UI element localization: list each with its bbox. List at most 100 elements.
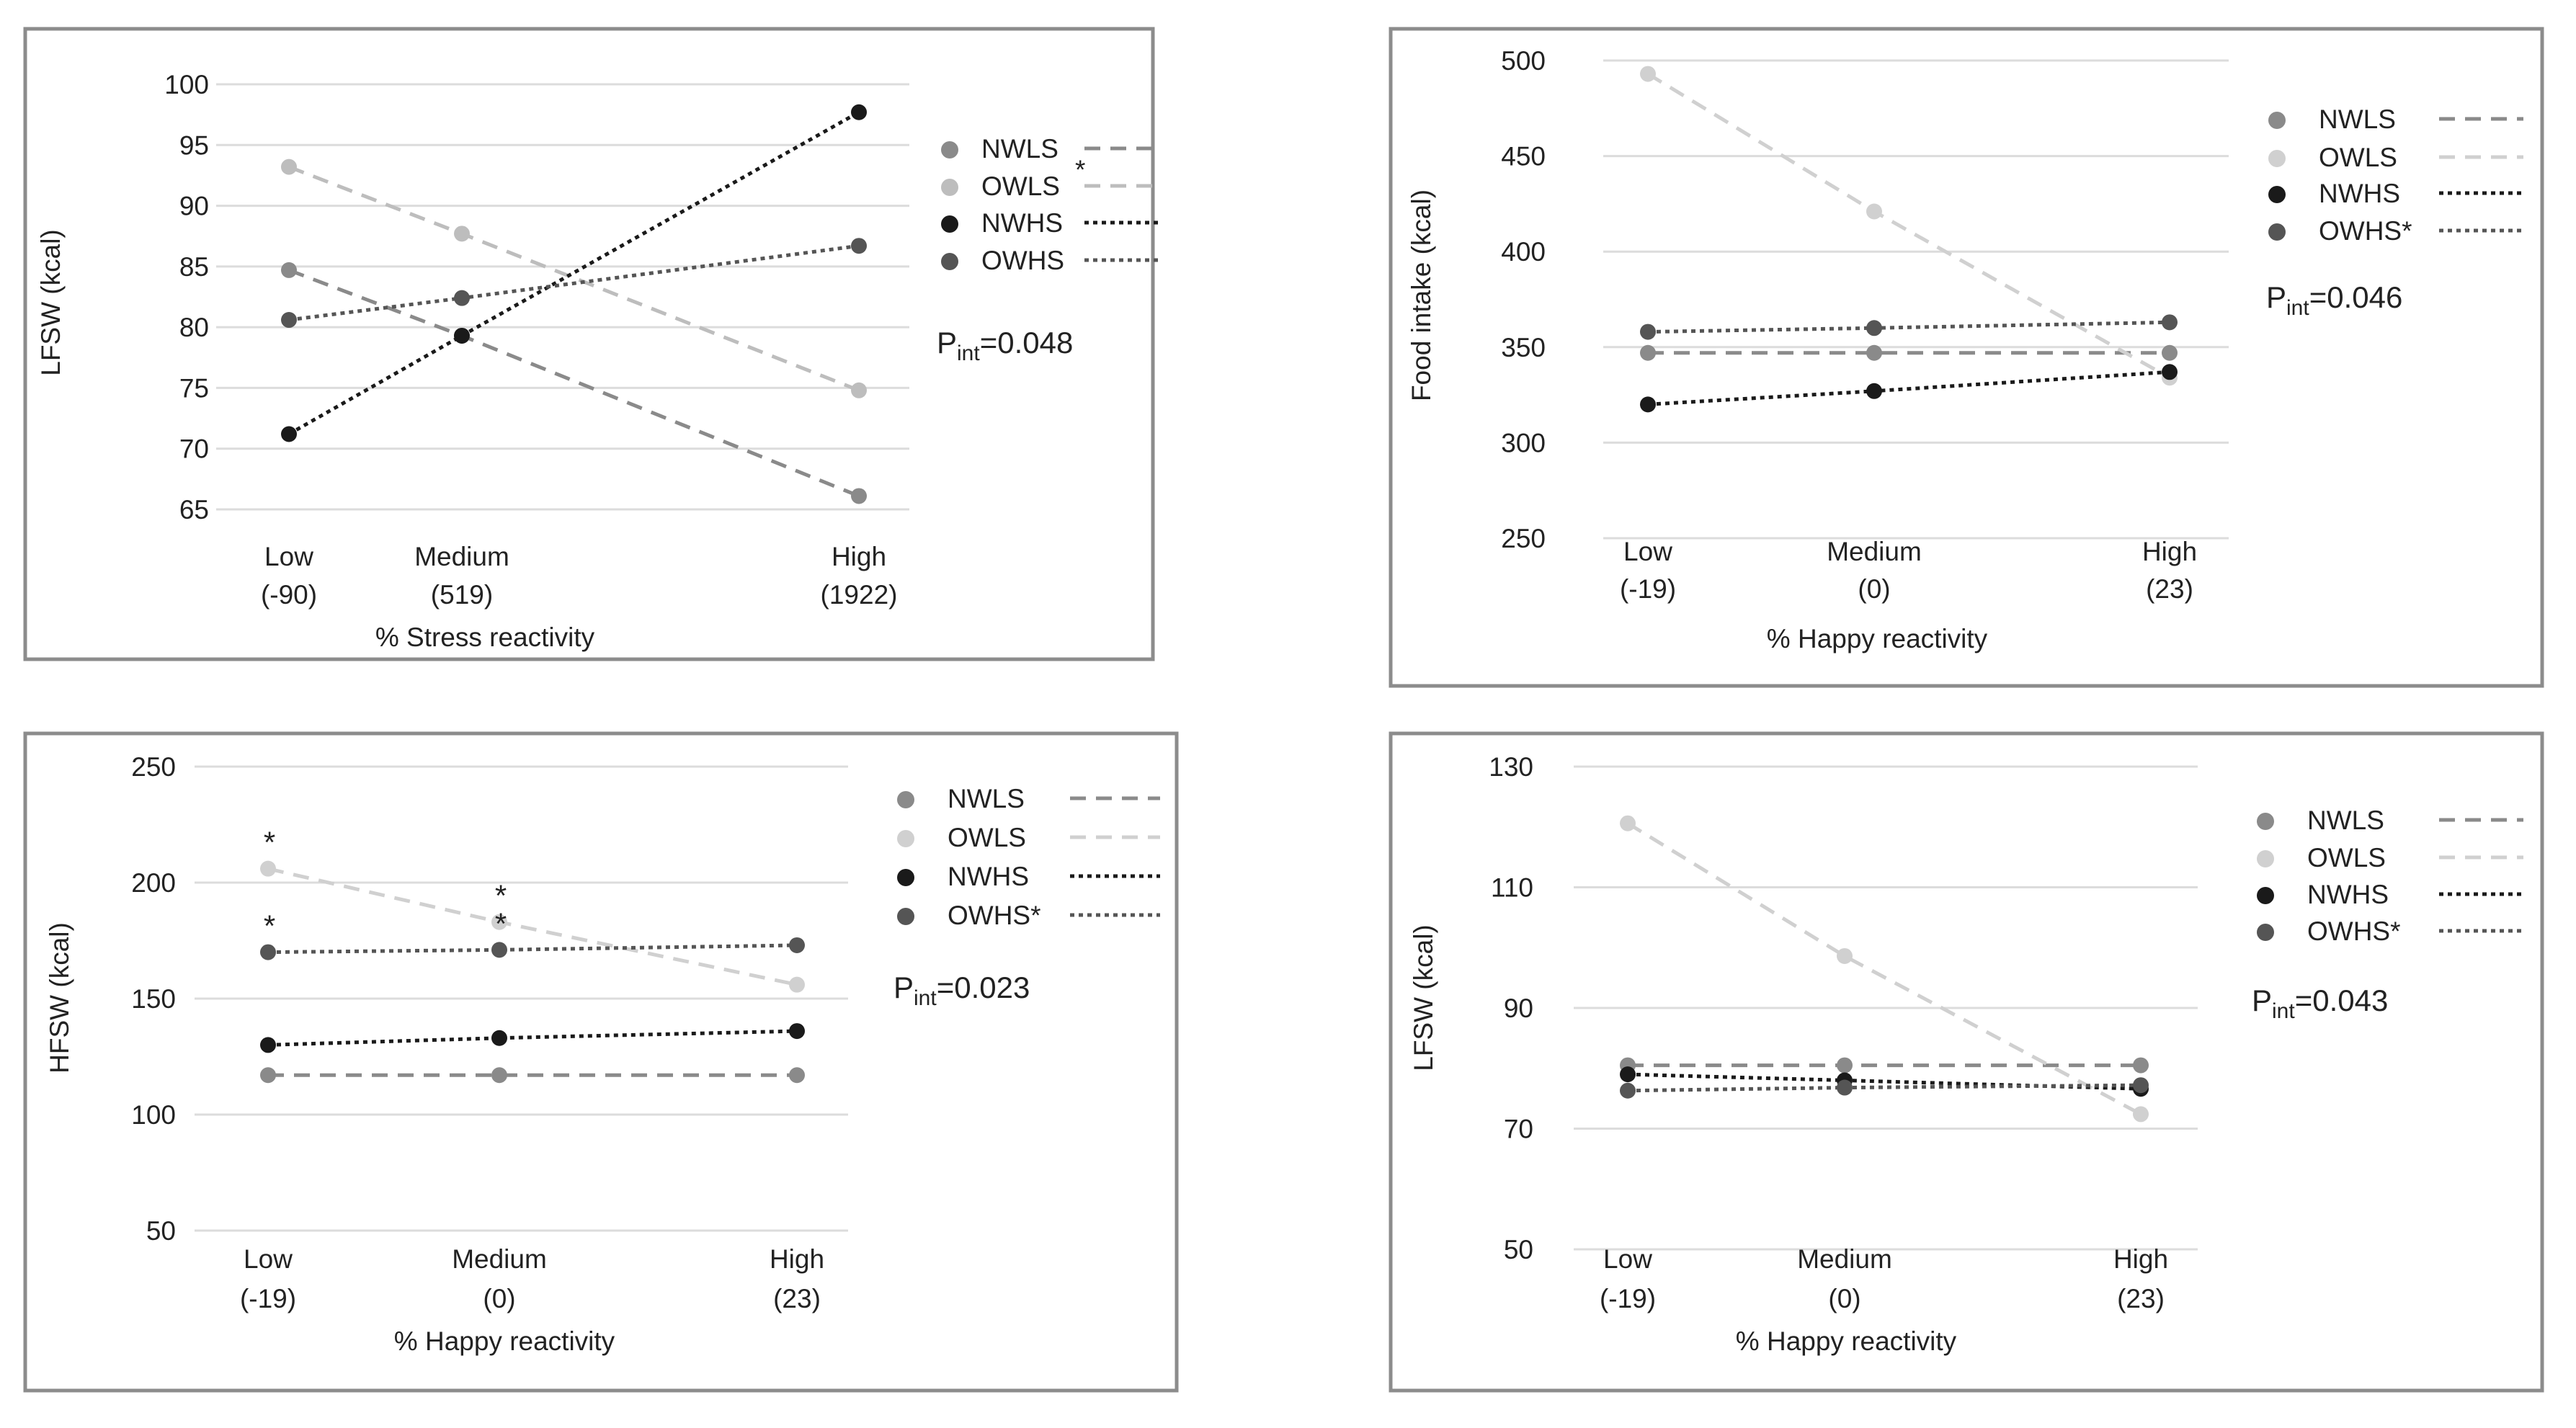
series-nwls <box>1640 344 2178 361</box>
x-tick-value: (0) <box>483 1284 515 1313</box>
y-tick-label: 65 <box>179 495 209 525</box>
data-point <box>281 426 297 442</box>
x-axis: Low (-19) Medium (0) High (23) <box>1620 537 2197 604</box>
legend-marker <box>897 869 914 886</box>
legend-marker <box>2268 150 2286 167</box>
y-axis-title: LFSW (kcal) <box>1409 924 1438 1071</box>
p-interaction: Pint=0.046 <box>2266 280 2402 320</box>
y-axis: 500 450 400 350 300 250 <box>1501 46 1546 553</box>
x-tick-label: High <box>2113 1244 2168 1274</box>
significance-marker: * <box>495 906 507 940</box>
chart-panel-2: 500 450 400 350 300 250 Food intake (kcal) Low (… <box>1389 27 2544 688</box>
legend-label: OWHS <box>981 246 1064 275</box>
legend-label: NWHS <box>981 208 1063 238</box>
panel-frame <box>1389 731 2544 1393</box>
data-point <box>851 104 867 120</box>
series-owls <box>260 860 805 993</box>
data-point <box>789 937 805 953</box>
series-owhs <box>1620 1077 2149 1099</box>
chart-panel-1: 100 95 90 85 80 75 70 65 LFSW (kcal) Low (-90) Medi… <box>23 27 1162 661</box>
data-point <box>1866 320 1882 336</box>
y-axis-title: HFSW (kcal) <box>45 922 74 1074</box>
legend-marker <box>897 791 914 808</box>
gridlines <box>1603 59 2229 540</box>
legend-label: NWHS <box>2307 880 2389 909</box>
series-line <box>1647 370 2170 406</box>
series-nwhs <box>1640 364 2178 413</box>
series-line <box>288 110 860 436</box>
y-axis-title: LFSW (kcal) <box>36 229 66 376</box>
legend-marker <box>2268 112 2286 129</box>
x-tick-label: High <box>770 1244 824 1274</box>
x-tick-label: Low <box>264 542 313 571</box>
legend-label: NWLS <box>2319 104 2396 134</box>
data-point <box>1620 1066 1636 1083</box>
x-tick-label: Low <box>1623 537 1672 566</box>
significance-marker: * <box>264 909 275 943</box>
legend-marker <box>941 141 958 159</box>
y-axis-title: Food intake (kcal) <box>1407 189 1436 401</box>
data-point <box>1866 203 1882 220</box>
data-point <box>454 290 470 306</box>
x-axis: Low (-90) Medium (519) High (1922) <box>261 542 898 610</box>
series-line <box>267 867 798 987</box>
legend-label: NWLS <box>981 134 1059 164</box>
data-point <box>491 914 507 930</box>
series-owls <box>1620 815 2149 1123</box>
series-line <box>267 1029 798 1047</box>
legend-marker <box>897 908 914 925</box>
series-line <box>1647 320 2170 334</box>
y-tick-label: 90 <box>1504 994 1533 1023</box>
legend-marker <box>2257 850 2274 867</box>
legend-label: OWLS <box>2307 843 2386 873</box>
legend-label: NWHS <box>2319 179 2400 208</box>
data-point <box>1866 344 1882 361</box>
legend-marker <box>941 253 958 270</box>
y-tick-label: 100 <box>164 70 209 99</box>
data-point <box>260 944 276 960</box>
y-tick-label: 350 <box>1501 333 1546 362</box>
p-interaction: Pint=0.048 <box>937 326 1073 365</box>
legend-label: OWHS* <box>948 901 1041 930</box>
y-tick-label: 200 <box>131 868 176 898</box>
series-line <box>267 943 798 955</box>
x-tick-value: (-90) <box>261 580 317 610</box>
series-owhs <box>1640 314 2178 340</box>
series-nwls <box>260 1067 805 1084</box>
data-point <box>491 1030 507 1046</box>
p-interaction: Pint=0.023 <box>893 970 1030 1010</box>
x-tick-label: Medium <box>1797 1244 1892 1274</box>
y-tick-label: 80 <box>179 313 209 342</box>
y-tick-label: 95 <box>179 130 209 160</box>
data-point <box>1620 1082 1636 1099</box>
data-point <box>851 382 867 398</box>
legend-marker <box>941 179 958 196</box>
y-tick-label: 250 <box>1501 524 1546 553</box>
x-axis: Low (-19) Medium (0) High (23) <box>1600 1244 2168 1313</box>
data-point <box>1640 396 1656 413</box>
legend-label: NWLS <box>948 784 1025 813</box>
legend-label: OWHS* <box>2319 216 2412 246</box>
series-owhs <box>281 238 867 329</box>
series-line <box>1626 821 2142 1116</box>
x-axis: Low (-19) Medium (0) High (23) <box>240 1244 824 1313</box>
y-tick-label: 70 <box>1504 1115 1533 1144</box>
x-tick-label: Low <box>244 1244 293 1274</box>
series-nwhs <box>260 1023 805 1053</box>
x-tick-value: (23) <box>773 1284 821 1313</box>
series-line <box>288 244 860 322</box>
panel-frame <box>1389 27 2544 688</box>
data-point <box>260 860 276 877</box>
y-tick-label: 400 <box>1501 237 1546 267</box>
y-tick-label: 300 <box>1501 428 1546 458</box>
data-point <box>1620 815 1636 831</box>
y-tick-label: 110 <box>1491 873 1533 903</box>
data-point <box>281 262 297 278</box>
y-tick-label: 90 <box>179 192 209 221</box>
data-point <box>789 1067 805 1084</box>
data-point <box>454 327 470 344</box>
data-point <box>1837 1079 1853 1096</box>
data-point <box>2133 1077 2149 1094</box>
gridlines <box>1574 765 2198 1251</box>
